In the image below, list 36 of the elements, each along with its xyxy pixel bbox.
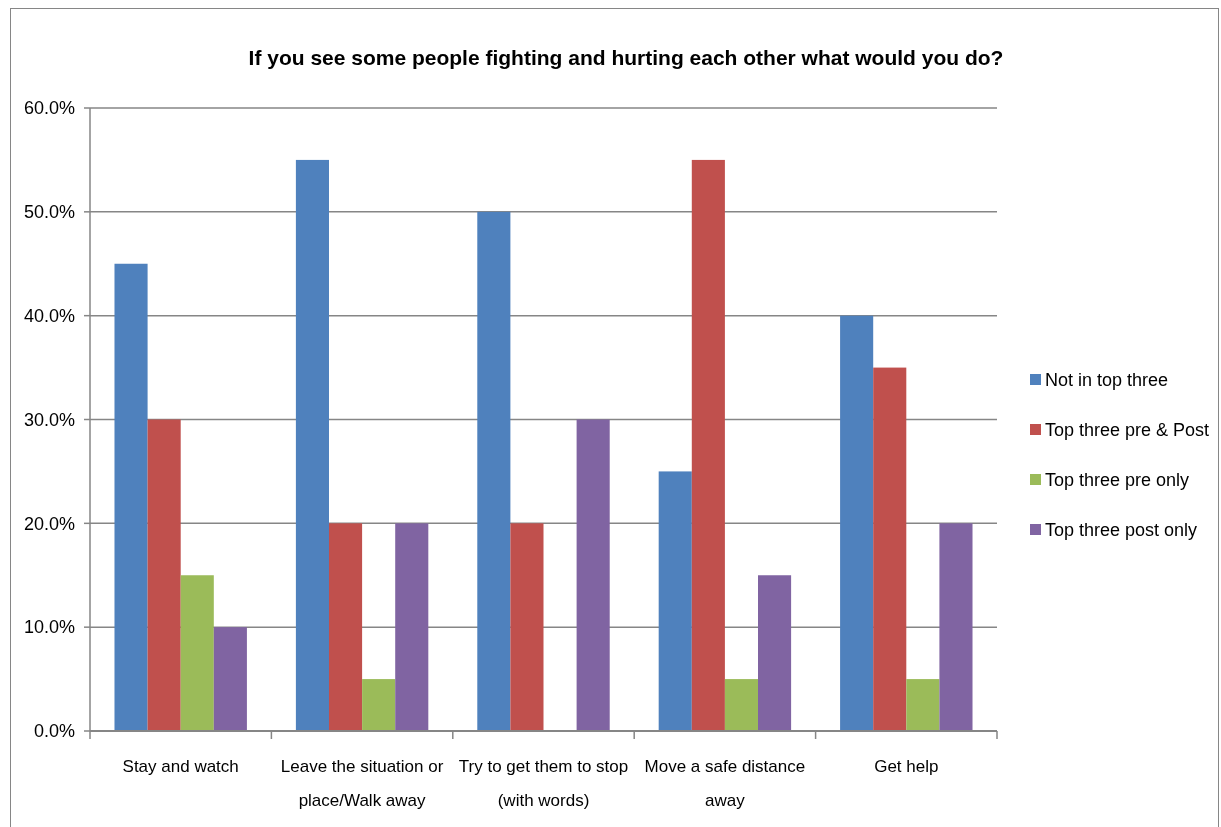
bar (758, 575, 792, 731)
bar (691, 159, 725, 731)
y-tick-label: 50.0% (23, 202, 75, 223)
bar (906, 679, 940, 731)
bar (147, 419, 181, 731)
x-tick-label: Stay and watch (122, 757, 239, 776)
legend-label: Top three pre & Post (1045, 420, 1210, 441)
y-tick-label: 40.0% (23, 305, 75, 326)
bar (295, 159, 329, 731)
x-tick-label: Try to get them to stop (with words) (458, 757, 629, 810)
legend-label: Not in top three (1045, 370, 1169, 391)
bar (114, 263, 148, 731)
y-tick-label: 0.0% (33, 721, 75, 742)
bar (840, 315, 874, 731)
bar (213, 627, 247, 731)
bar (510, 523, 544, 731)
y-tick-label: 10.0% (23, 617, 75, 638)
x-tick-label: Move a safe distance away (644, 757, 806, 810)
bar (477, 211, 511, 731)
legend-label: Top three pre only (1045, 470, 1190, 491)
bar (395, 523, 429, 731)
bar (873, 367, 907, 731)
bar (658, 471, 692, 731)
chart-title: If you see some people fighting and hurting each other what would you do? (248, 46, 1004, 69)
bar (362, 679, 396, 731)
bar (329, 523, 363, 731)
bar (939, 523, 973, 731)
bar (576, 419, 610, 731)
bar (724, 679, 759, 731)
bar (180, 575, 214, 731)
y-tick-label: 20.0% (23, 513, 75, 534)
y-tick-label: 30.0% (23, 409, 75, 430)
y-tick-label: 60.0% (23, 98, 75, 119)
x-tick-label: Leave the situation or place/Walk away (280, 757, 444, 810)
legend-label: Top three post only (1045, 520, 1198, 541)
x-tick-label: Get help (874, 757, 939, 776)
